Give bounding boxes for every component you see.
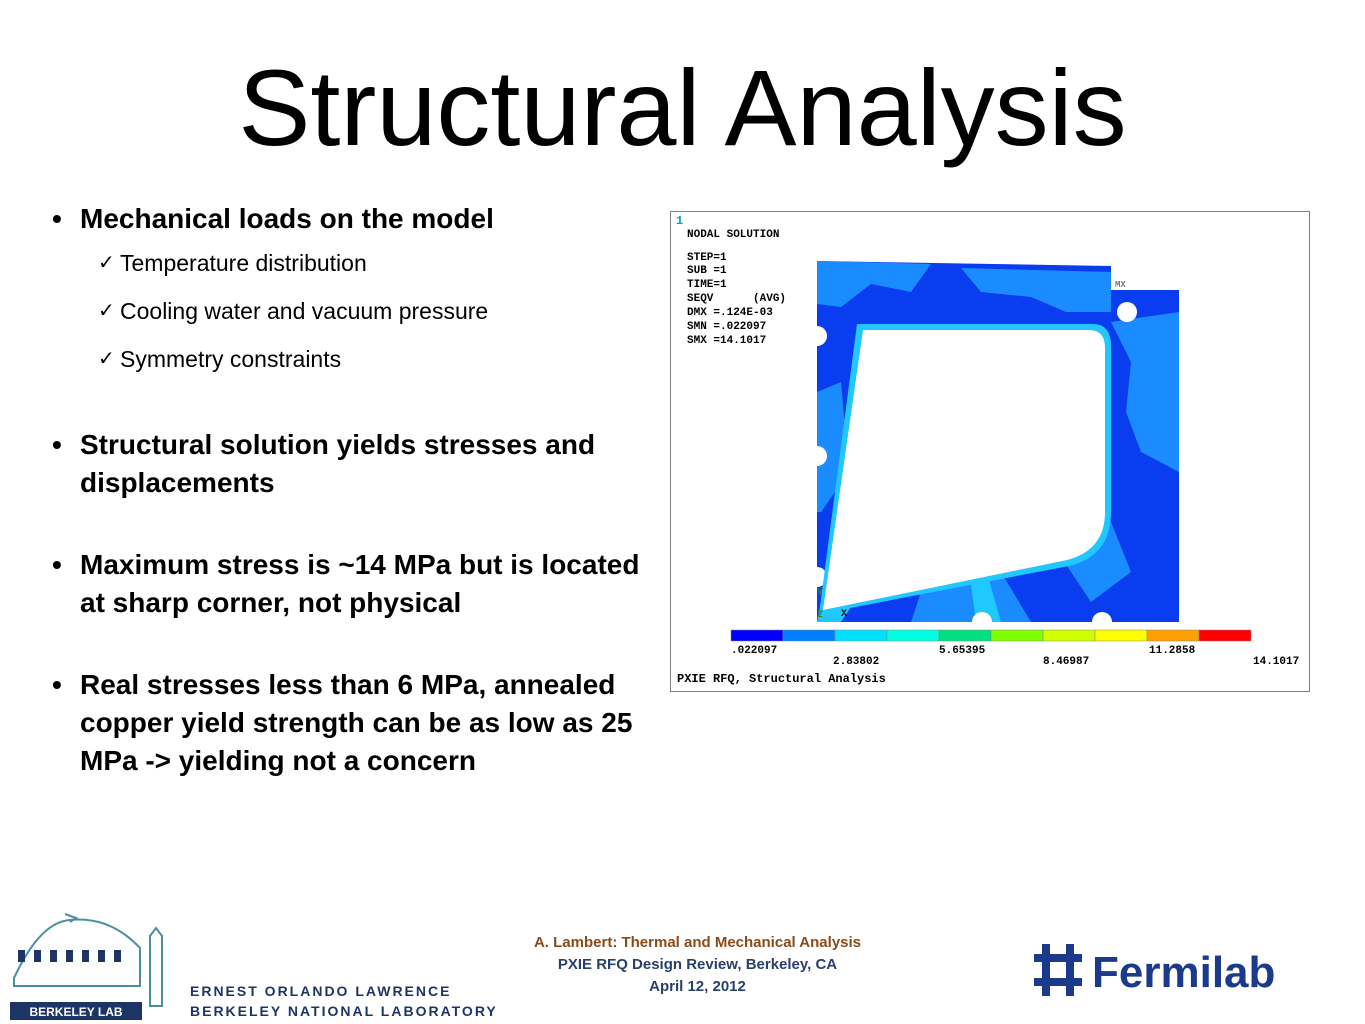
legend-swatch: [1198, 629, 1252, 642]
plot-header: NODAL SOLUTION: [687, 229, 779, 241]
fermilab-mark-icon: [1034, 944, 1082, 996]
legend-swatch: [834, 629, 888, 642]
plot-params: STEP=1 SUB =1 TIME=1 SEQV (AVG) DMX =.12…: [687, 252, 786, 347]
param-dmx: DMX =.124E-03: [687, 307, 773, 319]
checkmark-icon: ✓: [98, 348, 115, 370]
campanile-icon: [149, 926, 163, 1007]
berkeley-line-2: BERKELEY NATIONAL LABORATORY: [190, 1003, 498, 1019]
bullet-text: Maximum stress is ~14 MPa but is located…: [80, 549, 640, 618]
legend-label: 14.1017: [1253, 656, 1299, 668]
param-seqv: SEQV (AVG): [687, 293, 786, 305]
check-item: ✓ Symmetry constraints: [52, 344, 662, 374]
plot-caption: PXIE RFQ, Structural Analysis: [677, 672, 886, 686]
legend-swatch: [1042, 629, 1096, 642]
berkeley-badge-text: BERKELEY LAB: [29, 1005, 122, 1019]
footer-citation: A. Lambert: Thermal and Mechanical Analy…: [470, 932, 925, 998]
param-smx: SMX =14.1017: [687, 335, 766, 347]
legend-swatch: [886, 629, 940, 642]
bullet-dot-icon: •: [52, 429, 62, 460]
fermilab-logo: Fermilab: [1034, 944, 1275, 997]
legend-swatch: [1146, 629, 1200, 642]
axis-z-label: Z: [817, 610, 823, 621]
legend-label: 5.65395: [939, 645, 986, 657]
berkeley-columns-icon: [18, 950, 121, 962]
bullet-item: • Real stresses less than 6 MPa, anneale…: [52, 666, 662, 780]
fermilab-wordmark: Fermilab: [1092, 948, 1275, 997]
param-smn: SMN =.022097: [687, 321, 766, 333]
bullet-text: Real stresses less than 6 MPa, annealed …: [80, 669, 633, 776]
mx-label: MX: [1115, 280, 1126, 290]
bullet-list: • Mechanical loads on the model ✓ Temper…: [52, 200, 662, 780]
legend-label: 8.46987: [1043, 656, 1089, 668]
axis-y-label: Y: [817, 588, 823, 599]
color-legend-bar: [730, 629, 1252, 642]
legend-labels: .022097 5.65395 11.2858 8.46987 2.83802 …: [731, 645, 1299, 668]
check-item: ✓ Cooling water and vacuum pressure: [52, 296, 662, 326]
slide-title: Structural Analysis: [238, 47, 1127, 168]
check-item: ✓ Temperature distribution: [52, 248, 662, 278]
checkmark-icon: ✓: [98, 300, 115, 322]
bullet-text: Structural solution yields stresses and …: [80, 429, 596, 498]
check-item-text: Temperature distribution: [120, 250, 367, 276]
stress-plot-svg: 1 NODAL SOLUTION STEP=1 SUB =1 TIME=1 SE…: [676, 214, 1299, 686]
bullet-dot-icon: •: [52, 203, 62, 234]
stress-contour-model: [807, 261, 1179, 632]
legend-label: 11.2858: [1149, 645, 1196, 657]
check-item-text: Cooling water and vacuum pressure: [120, 298, 489, 324]
berkeley-lab-logo: BERKELEY LAB ERNEST ORLANDO LAWRENCE BER…: [10, 913, 498, 1020]
bullet-item: • Mechanical loads on the model: [52, 200, 662, 238]
bullet-item: • Maximum stress is ~14 MPa but is locat…: [52, 546, 662, 622]
bullet-text: Mechanical loads on the model: [80, 203, 494, 234]
legend-swatch: [938, 629, 992, 642]
legend-swatch: [990, 629, 1044, 642]
legend-swatch: [782, 629, 836, 642]
param-step: STEP=1: [687, 252, 727, 264]
berkeley-line-1: ERNEST ORLANDO LAWRENCE: [190, 983, 451, 999]
legend-label: .022097: [731, 645, 777, 657]
checkmark-icon: ✓: [98, 252, 115, 274]
berkeley-dome-icon: [13, 918, 141, 987]
footer-line-3: April 12, 2012: [649, 978, 746, 995]
axis-x-label: X: [841, 609, 847, 620]
footer-line-2: PXIE RFQ Design Review, Berkeley, CA: [557, 956, 838, 973]
bullet-dot-icon: •: [52, 669, 62, 700]
legend-label: 2.83802: [833, 656, 879, 668]
legend-swatch: [1094, 629, 1148, 642]
legend-swatch: [730, 629, 784, 642]
param-sub: SUB =1: [687, 265, 727, 277]
window-number: 1: [676, 214, 683, 228]
footer-line-1: A. Lambert: Thermal and Mechanical Analy…: [533, 934, 862, 951]
check-item-text: Symmetry constraints: [120, 346, 342, 372]
bullet-item: • Structural solution yields stresses an…: [52, 426, 662, 502]
bullet-dot-icon: •: [52, 549, 62, 580]
param-time: TIME=1: [687, 279, 727, 291]
ansys-stress-plot: 1 NODAL SOLUTION STEP=1 SUB =1 TIME=1 SE…: [670, 211, 1310, 692]
